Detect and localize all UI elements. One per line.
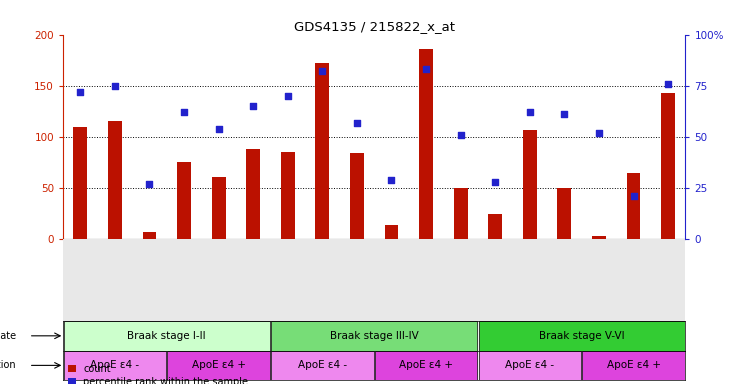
Bar <box>557 188 571 239</box>
Point <box>178 109 190 115</box>
Text: ApoE ε4 +: ApoE ε4 + <box>607 360 660 371</box>
Point <box>628 193 639 199</box>
Point <box>559 111 571 118</box>
Bar <box>271 351 373 380</box>
Text: ApoE ε4 +: ApoE ε4 + <box>192 360 245 371</box>
Bar <box>627 173 640 239</box>
Point <box>593 130 605 136</box>
Bar <box>108 121 122 239</box>
Bar <box>281 152 295 239</box>
Bar <box>142 232 156 239</box>
Point <box>213 126 225 132</box>
Point <box>247 103 259 109</box>
Point <box>282 93 293 99</box>
Text: Braak stage III-IV: Braak stage III-IV <box>330 331 419 341</box>
Point <box>455 132 467 138</box>
Point <box>74 89 86 95</box>
Bar <box>479 321 685 351</box>
Bar <box>523 130 536 239</box>
Text: Braak stage I-II: Braak stage I-II <box>127 331 206 341</box>
Point <box>420 66 432 73</box>
Text: ApoE ε4 +: ApoE ε4 + <box>399 360 453 371</box>
Text: Braak stage V-VI: Braak stage V-VI <box>539 331 625 341</box>
Bar <box>385 225 399 239</box>
Bar <box>316 63 329 239</box>
Point <box>489 179 501 185</box>
Bar <box>488 214 502 239</box>
Point <box>385 177 397 183</box>
Bar <box>212 177 225 239</box>
Bar <box>73 127 87 239</box>
Point <box>524 109 536 115</box>
Bar <box>271 321 477 351</box>
Bar <box>661 93 675 239</box>
Bar <box>64 351 166 380</box>
Text: ApoE ε4 -: ApoE ε4 - <box>298 360 347 371</box>
Bar <box>177 162 191 239</box>
Bar <box>375 351 477 380</box>
Bar <box>592 236 606 239</box>
Bar <box>246 149 260 239</box>
Bar <box>453 188 468 239</box>
Point <box>351 119 363 126</box>
Legend: count, percentile rank within the sample: count, percentile rank within the sample <box>68 364 248 384</box>
Point <box>662 81 674 87</box>
Bar <box>582 351 685 380</box>
Point <box>109 83 121 89</box>
Text: genotype/variation: genotype/variation <box>0 360 16 371</box>
Point <box>144 181 156 187</box>
Bar <box>167 351 270 380</box>
Bar <box>479 351 581 380</box>
Title: GDS4135 / 215822_x_at: GDS4135 / 215822_x_at <box>293 20 455 33</box>
Point <box>316 68 328 74</box>
Bar <box>419 49 433 239</box>
Bar <box>64 321 270 351</box>
Bar <box>350 153 364 239</box>
Text: ApoE ε4 -: ApoE ε4 - <box>505 360 554 371</box>
Text: disease state: disease state <box>0 331 16 341</box>
Text: ApoE ε4 -: ApoE ε4 - <box>90 360 139 371</box>
